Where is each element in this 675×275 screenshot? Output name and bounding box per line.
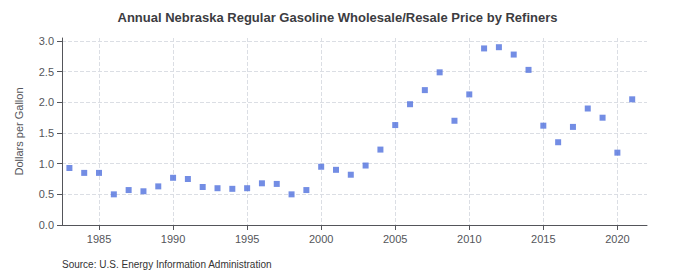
- svg-text:2.5: 2.5: [39, 66, 54, 78]
- svg-text:1.5: 1.5: [39, 127, 54, 139]
- svg-text:2020: 2020: [605, 233, 629, 245]
- svg-text:Dollars per Gallon: Dollars per Gallon: [13, 87, 25, 175]
- svg-text:2005: 2005: [383, 233, 407, 245]
- svg-text:Source: U.S. Energy Informatio: Source: U.S. Energy Information Administ…: [62, 259, 272, 270]
- svg-text:0.5: 0.5: [39, 188, 54, 200]
- svg-text:2015: 2015: [531, 233, 555, 245]
- svg-text:3.0: 3.0: [39, 35, 54, 47]
- svg-text:2.0: 2.0: [39, 96, 54, 108]
- svg-text:1990: 1990: [161, 233, 185, 245]
- svg-text:1985: 1985: [87, 233, 111, 245]
- svg-text:1995: 1995: [235, 233, 259, 245]
- svg-text:1.0: 1.0: [39, 158, 54, 170]
- svg-text:0.0: 0.0: [39, 219, 54, 231]
- svg-text:2000: 2000: [309, 233, 333, 245]
- svg-text:2010: 2010: [457, 233, 481, 245]
- svg-text:Annual Nebraska Regular Gasoli: Annual Nebraska Regular Gasoline Wholesa…: [117, 10, 557, 25]
